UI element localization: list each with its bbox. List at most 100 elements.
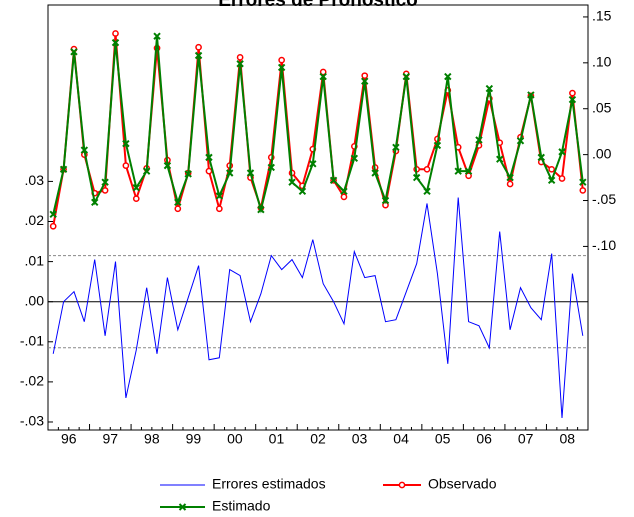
x-tick-label: 97	[103, 431, 119, 447]
x-tick-label: 99	[186, 431, 202, 447]
marker-circle	[236, 53, 244, 61]
marker-x	[537, 153, 545, 162]
chart-title: Errores de Pronostico	[218, 0, 418, 11]
marker-x	[485, 84, 494, 93]
marker-x	[433, 141, 442, 150]
marker-circle	[112, 30, 119, 37]
marker-circle	[423, 165, 431, 173]
marker-x	[132, 183, 140, 192]
y2-tick-label: -.05	[592, 191, 616, 207]
marker-circle	[132, 195, 140, 203]
marker-x	[49, 210, 57, 218]
marker-x	[516, 137, 525, 145]
x-tick-label: 04	[393, 431, 409, 447]
marker-x	[288, 178, 296, 186]
marker-circle	[49, 222, 57, 230]
marker-x	[412, 173, 421, 182]
y-tick-label: -.03	[20, 413, 44, 429]
marker-x	[444, 72, 452, 81]
legend-marker	[178, 503, 187, 511]
x-tick-label: 98	[144, 431, 160, 447]
y-tick-label: -.01	[20, 332, 44, 348]
y2-tick-label: -.10	[592, 237, 616, 253]
marker-circle	[569, 89, 576, 97]
marker-x	[298, 187, 307, 196]
marker-circle	[278, 56, 286, 64]
y-tick-label: .01	[25, 252, 45, 268]
marker-x	[59, 165, 68, 174]
marker-circle	[340, 193, 348, 201]
x-tick-label: 03	[352, 431, 368, 447]
legend-label: Observado	[428, 476, 497, 492]
y-tick-label: .00	[25, 292, 45, 308]
marker-circle	[548, 165, 556, 173]
y-tick-label: .02	[25, 212, 45, 228]
marker-x	[122, 139, 130, 148]
marker-circle	[101, 187, 109, 194]
marker-x	[226, 169, 234, 177]
marker-x	[340, 187, 348, 196]
marker-x	[174, 198, 182, 207]
x-tick-label: 96	[61, 431, 77, 447]
marker-x	[506, 173, 514, 182]
x-tick-label: 06	[476, 431, 492, 447]
marker-circle	[205, 167, 213, 175]
marker-x	[111, 38, 120, 47]
x-tick-label: 07	[518, 431, 534, 447]
marker-circle	[195, 43, 202, 51]
marker-x	[568, 95, 577, 104]
legend-label: Errores estimados	[212, 476, 326, 492]
marker-circle	[174, 205, 182, 213]
y2-tick-label: .15	[592, 8, 612, 24]
x-tick-label: 01	[269, 431, 285, 447]
y-tick-label: -.02	[20, 373, 44, 389]
marker-x	[215, 192, 224, 200]
marker-x	[153, 32, 161, 40]
marker-x	[309, 160, 317, 168]
marker-x	[257, 205, 265, 214]
x-tick-label: 08	[559, 431, 575, 447]
legend-marker	[398, 481, 406, 489]
y-tick-label: .03	[25, 172, 45, 188]
marker-circle	[319, 68, 327, 76]
marker-x	[142, 167, 151, 175]
series-line	[52, 33, 584, 227]
series-line	[52, 197, 584, 419]
marker-x	[246, 169, 255, 177]
marker-x	[371, 169, 379, 177]
x-tick-label: 00	[227, 431, 243, 447]
marker-x	[236, 60, 244, 68]
marker-x	[423, 187, 431, 196]
marker-x	[381, 196, 390, 205]
marker-x	[319, 72, 327, 81]
marker-x	[464, 167, 473, 175]
series-line	[52, 36, 584, 215]
marker-circle	[465, 172, 472, 180]
marker-x	[402, 72, 410, 81]
marker-x	[475, 136, 483, 144]
marker-circle	[122, 162, 130, 169]
marker-x	[194, 51, 203, 60]
y2-tick-label: .05	[592, 99, 612, 115]
legend-label: Estimado	[212, 498, 271, 514]
marker-x	[267, 163, 275, 172]
marker-x	[277, 63, 286, 72]
marker-x	[91, 198, 99, 207]
plot-frame	[47, 4, 589, 431]
marker-x	[184, 170, 192, 178]
marker-x	[101, 178, 109, 186]
y2-tick-label: .00	[592, 145, 612, 161]
marker-x	[527, 91, 535, 99]
marker-x	[80, 146, 89, 154]
marker-x	[70, 48, 78, 56]
x-tick-label: 02	[310, 431, 326, 447]
x-tick-label: 05	[435, 431, 451, 447]
marker-x	[579, 178, 587, 186]
marker-x	[547, 176, 556, 185]
marker-x	[350, 154, 359, 163]
marker-x	[163, 161, 172, 170]
marker-x	[558, 148, 566, 156]
marker-circle	[506, 180, 514, 188]
marker-x	[329, 176, 338, 185]
